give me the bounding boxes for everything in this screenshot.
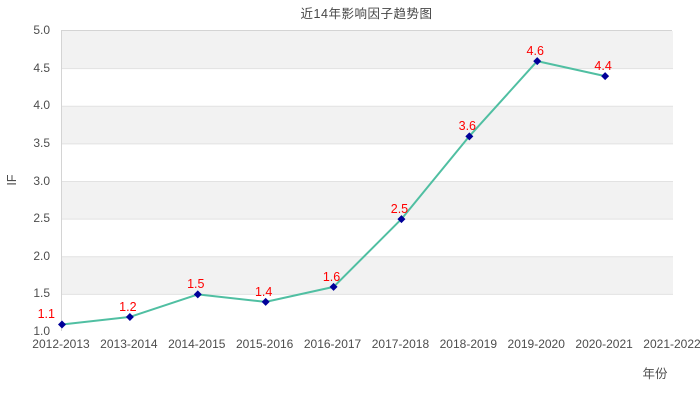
data-point-label: 2.5 — [390, 202, 409, 217]
y-tick-label: 5.0 — [33, 23, 50, 37]
y-tick-label: 4.0 — [33, 98, 50, 113]
x-tick-label: 2020-2021 — [575, 337, 633, 351]
data-point-label: 1.2 — [119, 299, 137, 314]
y-tick-label: 1.0 — [33, 324, 50, 338]
data-point-label: 1.1 — [37, 307, 55, 322]
x-tick-label: 2015-2016 — [235, 337, 294, 351]
x-tick-label: 2012-2013 — [32, 337, 90, 351]
x-tick-label: 2018-2019 — [439, 337, 498, 351]
data-point-label: 4.4 — [594, 59, 612, 74]
data-point-label: 1.6 — [322, 269, 341, 284]
x-tick-label: 2016-2017 — [303, 337, 362, 351]
data-point-label: 4.6 — [526, 44, 544, 59]
y-tick-label: 3.0 — [33, 173, 50, 188]
x-tick-label: 2013-2014 — [100, 337, 158, 351]
data-point-label: 1.5 — [187, 277, 205, 292]
y-tick-label: 2.0 — [33, 248, 50, 263]
y-tick-label: 4.5 — [33, 60, 50, 75]
plot-area[interactable]: 1.1 1.2 1.5 1.4 1.6 2.5 3.6 4.6 4.4 — [38, 30, 674, 333]
x-tick-label: 2021-2022 — [643, 337, 700, 351]
line-series-canvas[interactable] — [58, 30, 674, 333]
data-point-label: 3.6 — [458, 119, 477, 134]
x-tick-label: 2014-2015 — [168, 337, 226, 351]
y-tick-label: 3.5 — [33, 135, 50, 150]
x-axis-title: 年份 — [642, 367, 668, 381]
y-axis-title: IF — [5, 174, 19, 186]
data-point-label: 1.4 — [254, 284, 273, 299]
x-tick-label: 2019-2020 — [507, 337, 565, 351]
chart-title: 近14年影响因子趋势图 — [300, 7, 433, 21]
y-tick-label: 1.5 — [33, 286, 50, 301]
x-tick-label: 2017-2018 — [371, 337, 430, 351]
y-tick-label: 2.5 — [33, 211, 50, 226]
